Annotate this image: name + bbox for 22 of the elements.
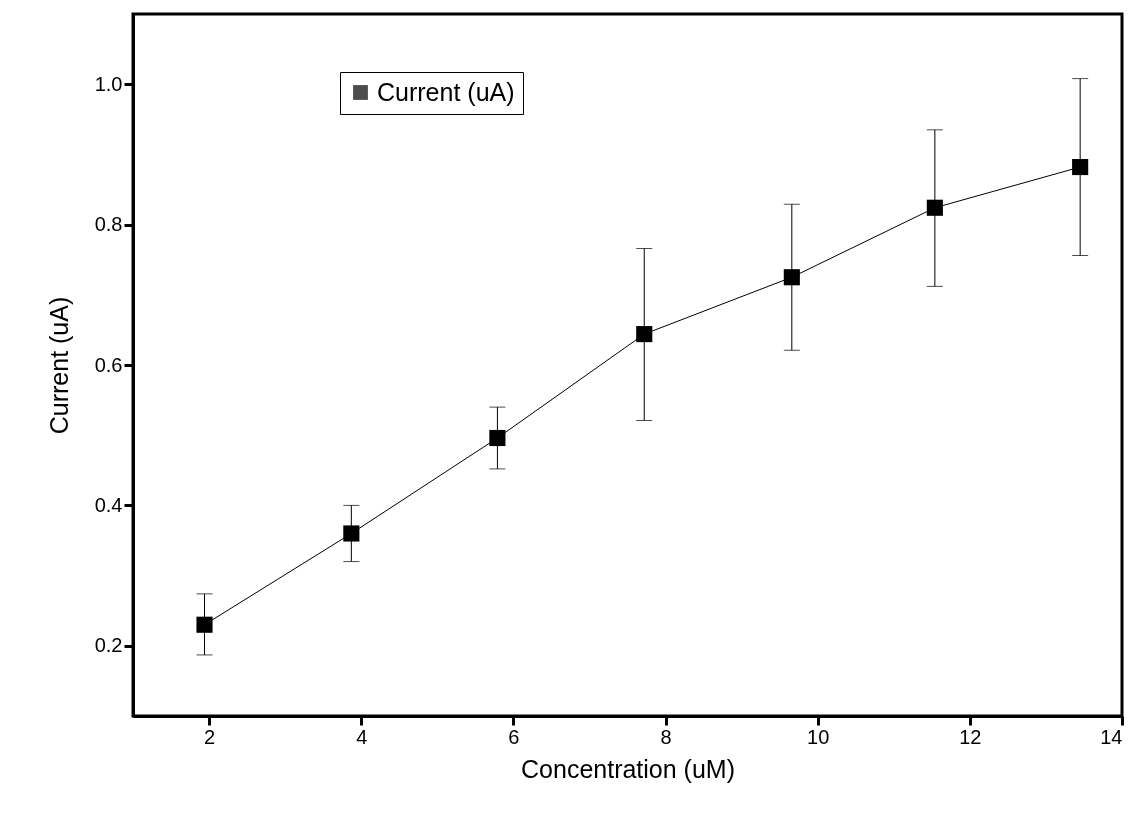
point (1072, 158, 1089, 176)
x-tick-label: 2 (204, 725, 216, 748)
point (196, 616, 213, 633)
x-axis-title: Concentration (uM) (521, 754, 735, 783)
point (926, 199, 943, 216)
y-tick-label: 0.4 (94, 493, 123, 516)
y-tick-label: 0.6 (94, 353, 123, 376)
x-tick-label: 10 (807, 725, 830, 748)
x-tick-label: 6 (508, 725, 520, 748)
x-tick-label: 8 (660, 725, 672, 748)
legend-label: Current (uA) (377, 77, 515, 106)
point (343, 525, 360, 542)
point (636, 326, 653, 343)
x-tick-label: 14 (1100, 725, 1123, 748)
y-tick-label: 1.0 (94, 72, 123, 95)
point (489, 429, 506, 447)
x-tick-label: 4 (356, 725, 368, 748)
y-tick-label: 0.2 (94, 634, 123, 657)
point (783, 269, 800, 286)
y-tick-label: 0.8 (94, 213, 123, 236)
x-tick-label: 12 (959, 725, 982, 748)
y-axis-title: Current (uA) (44, 296, 73, 435)
